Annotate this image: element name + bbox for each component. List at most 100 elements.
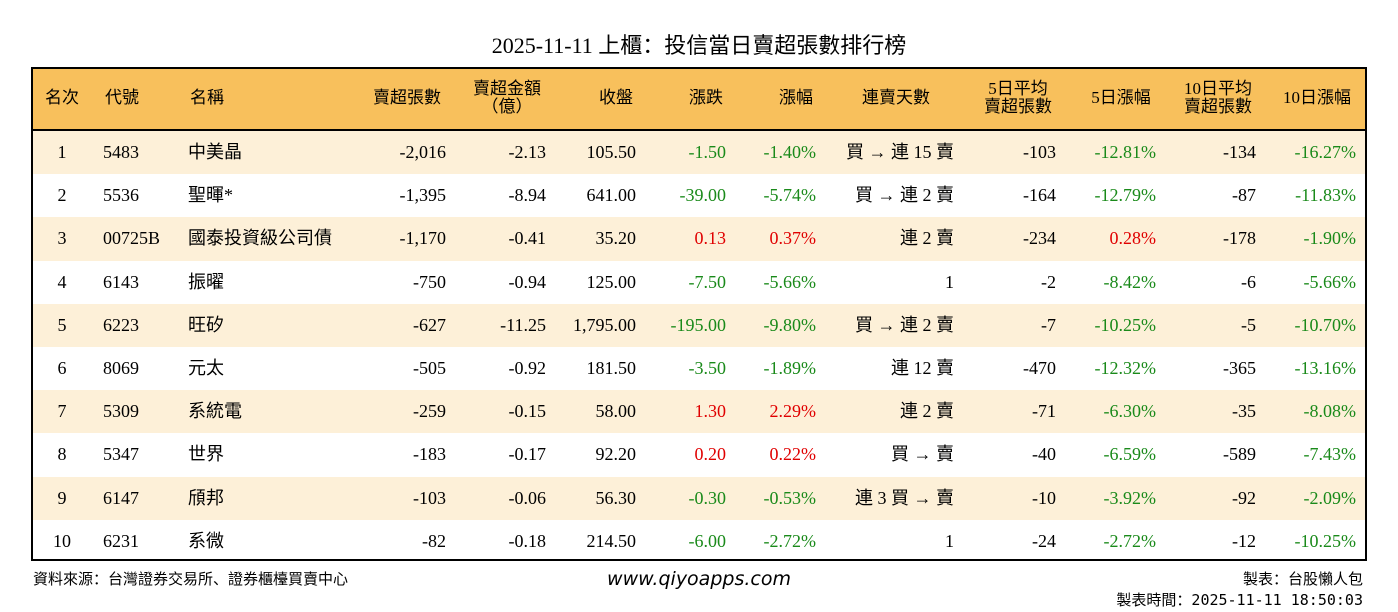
cell: 58.00	[595, 401, 637, 422]
cell: 3	[57, 228, 67, 249]
cell: -6	[1241, 271, 1256, 292]
row-bg	[33, 303, 1365, 347]
cell: -1.50	[688, 142, 727, 162]
cell: -134	[1223, 142, 1256, 162]
cell: 5483	[103, 142, 139, 162]
cell: 6147	[103, 487, 139, 508]
column-header: 賣超張數	[373, 88, 441, 107]
cell: -103	[1023, 142, 1056, 162]
cell: -750	[413, 271, 446, 292]
cell: 連 12 賣	[891, 358, 954, 378]
cell: -11.25	[500, 314, 546, 335]
website: www.qiyoapps.com	[607, 568, 791, 590]
cell: 2	[57, 185, 67, 206]
cell: 5309	[103, 401, 139, 422]
cell: 6223	[103, 314, 139, 335]
cell: -0.17	[508, 444, 547, 465]
cell: -6.59%	[1103, 444, 1157, 465]
column-header: 代號	[105, 88, 139, 107]
cell: -39.00	[679, 185, 727, 206]
cell: 10	[53, 530, 71, 551]
cell: 1.30	[694, 401, 727, 422]
cell: -87	[1232, 185, 1256, 206]
cell: -1,395	[399, 185, 447, 206]
cell: -0.06	[508, 487, 547, 508]
cell: -7.50	[688, 271, 727, 292]
cell: -0.92	[508, 358, 547, 378]
cell: 0.13	[694, 228, 727, 249]
cell: 旺矽	[188, 314, 224, 335]
column-header: 名次	[45, 88, 79, 107]
column-header: 10日漲幅	[1283, 88, 1351, 107]
cell: 連 2 賣	[900, 401, 954, 422]
cell: -0.15	[508, 401, 547, 422]
column-header: 名稱	[190, 88, 224, 107]
cell: 連 2 賣	[900, 228, 954, 249]
cell: 5347	[103, 444, 139, 465]
cell: 中美晶	[188, 142, 242, 162]
cell: 1,795.00	[573, 314, 636, 335]
column-header: 10日平均 賣超張數	[1184, 79, 1252, 116]
cell: -1.90%	[1303, 228, 1357, 249]
cell: -5.66%	[763, 271, 817, 292]
cell: -259	[413, 401, 446, 422]
cell: -8.94	[508, 185, 547, 206]
cell: 6231	[103, 530, 139, 551]
cell: -234	[1023, 228, 1056, 249]
cell: 世界	[188, 444, 224, 465]
cell: -195.00	[670, 314, 727, 335]
cell: -5.66%	[1303, 271, 1357, 292]
cell: 125.00	[586, 271, 637, 292]
cell: -6.30%	[1103, 401, 1157, 422]
column-header: 漲幅	[779, 88, 813, 107]
cell: 6	[57, 358, 67, 378]
cell: 1	[57, 142, 67, 162]
cell: 0.20	[694, 444, 727, 465]
cell: -8.42%	[1103, 271, 1157, 292]
cell: -40	[1032, 444, 1056, 465]
column-header: 收盤	[599, 88, 633, 107]
row-bg	[33, 217, 1365, 261]
cell: -13.16%	[1294, 358, 1357, 378]
cell: 聖暉*	[188, 185, 233, 206]
cell: -12.81%	[1094, 142, 1157, 162]
cell: -1,170	[399, 228, 447, 249]
cell: 7	[57, 401, 67, 422]
cell: -183	[413, 444, 446, 465]
time: 製表時間：2025-11-11 18:50:03	[1116, 591, 1363, 609]
cell: -2.09%	[1303, 487, 1357, 508]
cell: 1	[945, 271, 954, 292]
column-header: 漲跌	[689, 88, 723, 107]
cell: 元太	[188, 358, 224, 378]
cell: 1	[945, 530, 954, 551]
cell: 8069	[103, 358, 139, 378]
title: 2025-11-11 上櫃：投信當日賣超張數排行榜	[491, 33, 907, 58]
cell: 5536	[103, 185, 139, 206]
cell: -12.79%	[1094, 185, 1157, 206]
cell: -2.72%	[763, 530, 817, 551]
cell: 6143	[103, 271, 139, 292]
cell: -2,016	[399, 142, 447, 162]
cell: -24	[1032, 530, 1056, 551]
cell: -2.72%	[1103, 530, 1157, 551]
cell: -6.00	[688, 530, 727, 551]
cell: -1.89%	[763, 358, 817, 378]
column-header: 連賣天數	[862, 88, 930, 107]
cell: 4	[57, 271, 67, 292]
cell: -9.80%	[763, 314, 817, 335]
cell: -365	[1223, 358, 1256, 378]
cell: 買 → 連 2 賣	[855, 314, 954, 335]
cell: -178	[1223, 228, 1256, 249]
cell: -103	[413, 487, 446, 508]
cell: -2	[1041, 271, 1056, 292]
cell: 35.20	[595, 228, 637, 249]
cell: 56.30	[595, 487, 637, 508]
cell: 買 → 連 2 賣	[855, 185, 954, 206]
cell: 國泰投資級公司債	[188, 228, 332, 249]
maker: 製表：台股懶人包	[1242, 570, 1363, 588]
column-header: 5日漲幅	[1091, 88, 1151, 107]
cell: -10.25%	[1294, 530, 1357, 551]
row-bg	[33, 476, 1365, 520]
column-header: 5日平均 賣超張數	[984, 79, 1052, 116]
